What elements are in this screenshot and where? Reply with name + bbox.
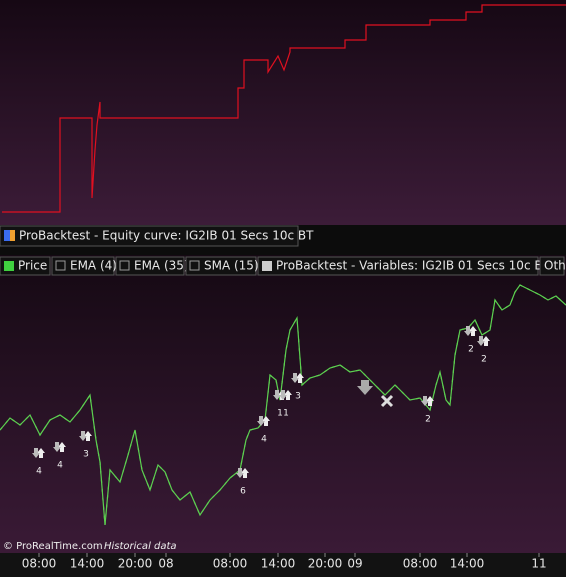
- legend-box: [185, 256, 257, 276]
- trade-arrow: [291, 373, 299, 383]
- legend-entry: EMA (35): [134, 259, 189, 273]
- price-panel: [0, 255, 566, 553]
- legend-entry: Oth: [544, 259, 566, 273]
- equity-panel: [0, 0, 566, 225]
- legend-box: [51, 256, 115, 276]
- x-tick-label: 08:00: [22, 557, 57, 571]
- x-tick-label: 20:00: [308, 557, 343, 571]
- trade-arrow: [273, 390, 281, 400]
- trade-arrow: [58, 442, 66, 452]
- trade-arrow: [236, 468, 244, 478]
- trade-arrow: [469, 326, 477, 336]
- exit-arrow: [357, 380, 373, 395]
- trade-arrow: [464, 326, 472, 336]
- trade-arrow: [84, 431, 92, 441]
- trade-arrow: [37, 448, 45, 458]
- legend-icon: [10, 230, 15, 241]
- x-axis-labels: 08:00 14:00 20:00 08 08:00 14:00 20:00 09 08:00 1…: [22, 553, 547, 571]
- x-tick-label: 14:00: [70, 557, 105, 571]
- legend-entry: SMA (15): [204, 259, 259, 273]
- legend-icon: [189, 260, 200, 271]
- trade-label: 2: [481, 355, 487, 365]
- trade-label: 3: [295, 392, 301, 402]
- legend-icon: [4, 230, 10, 241]
- x-tick-label: 20:00: [118, 557, 153, 571]
- x-tick-label: 14:00: [450, 557, 485, 571]
- trade-label: 4: [36, 467, 42, 477]
- trade-label: 2: [468, 345, 474, 355]
- trade-arrow: [279, 390, 287, 400]
- trade-arrow: [53, 442, 61, 452]
- trade-label: 4: [57, 461, 63, 471]
- legend-icon: [262, 261, 272, 271]
- x-tick-label: 09: [347, 557, 362, 571]
- trade-arrow: [241, 468, 249, 478]
- trade-label: 1: [277, 409, 283, 419]
- trade-label: 2: [425, 415, 431, 425]
- trade-arrow: [482, 336, 490, 346]
- trade-arrow: [32, 448, 40, 458]
- trade-arrow: [284, 390, 292, 400]
- trade-arrow: [477, 336, 485, 346]
- legend-box: [115, 256, 185, 276]
- x-tick-label: 14:00: [261, 557, 296, 571]
- legend-entry: ProBacktest - Variables: IG2IB 01 Secs 1…: [276, 259, 551, 273]
- trade-label: 4: [261, 435, 267, 445]
- x-axis: [0, 553, 566, 577]
- trade-arrow: [421, 396, 429, 406]
- price-legend: Price EMA (4) EMA (35) SMA (15) ProBacktest …: [0, 256, 566, 276]
- trade-label: 3: [83, 450, 89, 460]
- close-marker: [380, 394, 394, 408]
- trade-label: 6: [240, 487, 246, 497]
- equity-legend-box: [0, 225, 299, 247]
- trade-arrow: [296, 373, 304, 383]
- trade-arrow: [257, 416, 265, 426]
- copyright: © ProRealTime.com: [3, 541, 103, 552]
- x-tick-label: 08: [158, 557, 173, 571]
- trade-arrow: [79, 431, 87, 441]
- trade-arrow: [426, 396, 434, 406]
- x-tick-label: 08:00: [213, 557, 248, 571]
- legend-box: [539, 256, 565, 276]
- equity-curve: [2, 4, 566, 213]
- trade-label: 1: [283, 409, 289, 419]
- data-source: Historical data: [104, 541, 177, 552]
- trade-arrow: [262, 416, 270, 426]
- legend-entry: EMA (4): [70, 259, 117, 273]
- legend-box: [257, 256, 539, 276]
- x-tick-label: 11: [531, 557, 546, 571]
- legend-icon: [119, 260, 130, 271]
- legend-icon: [55, 260, 66, 271]
- equity-legend: ProBacktest - Equity curve: IG2IB 01 Sec…: [19, 229, 314, 243]
- legend-icon: [4, 261, 14, 271]
- legend-entry: Price: [18, 259, 47, 273]
- x-tick-label: 08:00: [403, 557, 438, 571]
